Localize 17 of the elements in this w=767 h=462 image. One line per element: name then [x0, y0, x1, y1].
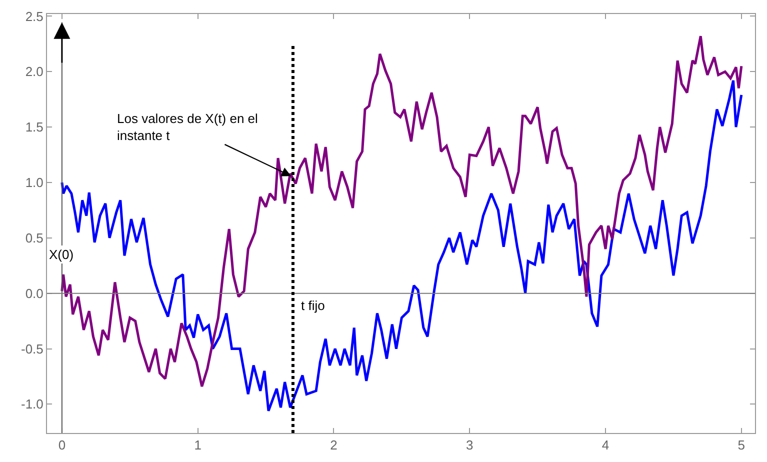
y-tick-label: -0.5	[20, 341, 44, 356]
x-tick-label: 5	[738, 438, 746, 453]
x-tick-label: 4	[602, 438, 610, 453]
y-tick-label: 2.0	[25, 64, 44, 80]
x-tick-label: 0	[58, 438, 66, 453]
x-tick-label: 2	[330, 438, 338, 453]
x-tick-label: 3	[466, 438, 474, 453]
y-tick-label: 0.5	[25, 230, 44, 246]
y-tick-label: 2.5	[25, 8, 44, 24]
y-tick-label: -1.0	[20, 396, 44, 412]
annotation: X(0)	[49, 247, 74, 262]
y-tick-label: 1.5	[25, 120, 44, 135]
annotation: Los valores de X(t) en el instante t	[117, 111, 258, 143]
y-tick-label: 1.0	[25, 175, 44, 190]
ref-line-label: t fijo	[301, 298, 325, 313]
y-tick-label: 0.0	[25, 286, 44, 301]
x-tick-label: 1	[194, 438, 202, 453]
